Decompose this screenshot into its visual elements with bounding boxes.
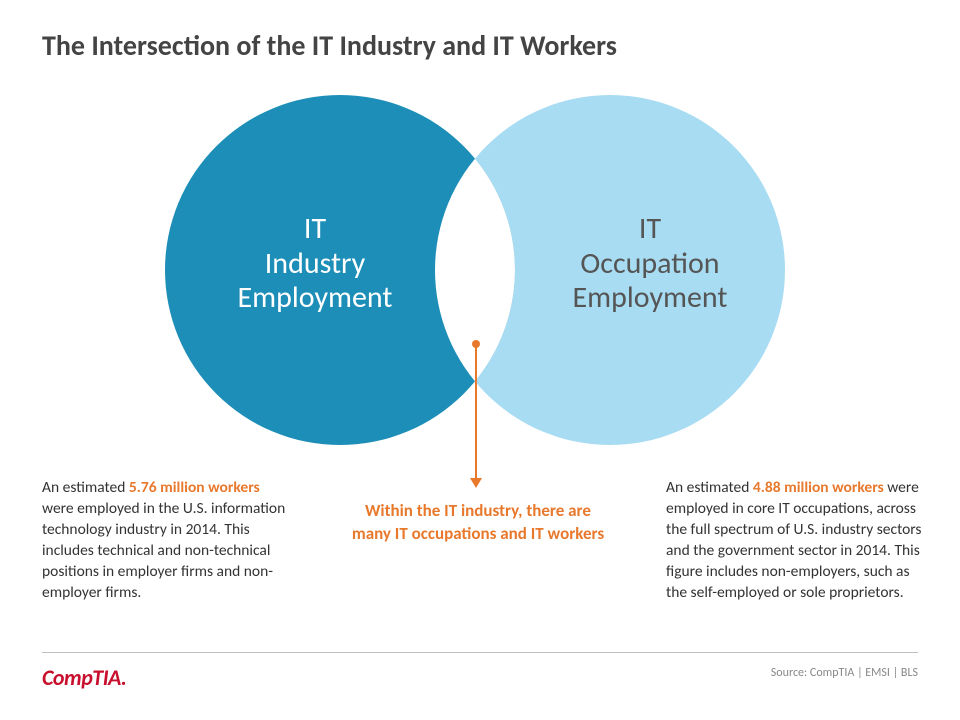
left-circle-label: IT Industry Employment (205, 212, 425, 316)
right-circle-label: IT Occupation Employment (530, 212, 770, 316)
right-description: An estimated 4.88 million workers were e… (666, 478, 926, 604)
right-desc-highlight: 4.88 million workers (753, 478, 884, 497)
left-desc-prefix: An estimated (42, 478, 129, 497)
logo-dot-icon: . (121, 664, 126, 691)
left-label-l2: Industry (265, 245, 365, 282)
comptia-logo: CompTIA. (42, 664, 126, 691)
pointer-line (475, 344, 477, 486)
left-description: An estimated 5.76 million workers were e… (42, 478, 292, 604)
pointer-dot-icon (472, 340, 480, 348)
left-desc-suffix: were employed in the U.S. information te… (42, 499, 285, 602)
right-desc-prefix: An estimated (666, 478, 753, 497)
left-desc-highlight: 5.76 million workers (129, 478, 260, 497)
right-label-l1: IT (639, 210, 661, 247)
logo-text: CompTIA (42, 664, 121, 691)
page-title: The Intersection of the IT Industry and … (42, 28, 617, 63)
right-label-l3: Employment (573, 279, 728, 316)
left-label-l1: IT (304, 210, 326, 247)
center-description: Within the IT industry, there are many I… (348, 500, 608, 546)
right-label-l2: Occupation (580, 245, 719, 282)
footer-divider (42, 652, 918, 653)
left-label-l3: Employment (238, 279, 393, 316)
venn-diagram: IT Industry Employment IT Occupation Emp… (150, 90, 810, 450)
callout-pointer (475, 344, 477, 486)
source-attribution: Source: CompTIA | EMSI | BLS (771, 666, 918, 680)
arrow-down-icon (470, 478, 482, 488)
